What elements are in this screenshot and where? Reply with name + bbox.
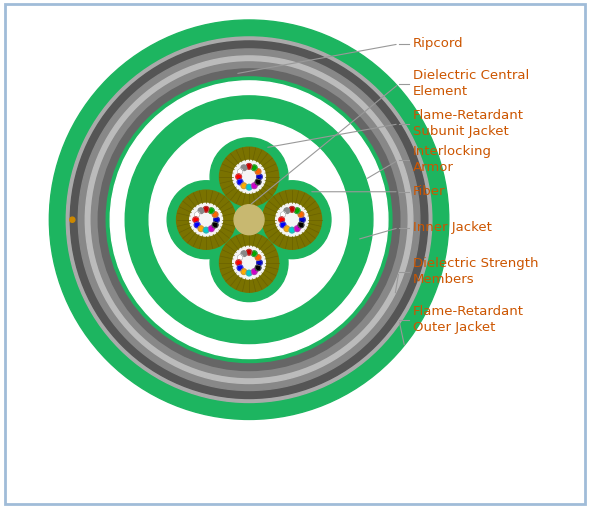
Circle shape: [190, 203, 222, 236]
Circle shape: [294, 226, 300, 232]
Circle shape: [78, 49, 420, 391]
Circle shape: [300, 217, 305, 223]
Circle shape: [257, 260, 262, 266]
Circle shape: [86, 56, 413, 384]
Circle shape: [232, 161, 266, 193]
Circle shape: [234, 205, 264, 235]
Circle shape: [212, 222, 218, 228]
Circle shape: [232, 246, 266, 279]
Circle shape: [167, 181, 245, 259]
Circle shape: [246, 184, 252, 190]
Text: Fiber: Fiber: [413, 185, 445, 198]
Circle shape: [219, 147, 278, 206]
Circle shape: [276, 203, 309, 236]
Circle shape: [208, 226, 214, 232]
Text: Flame-Retardant
Subunit Jacket: Flame-Retardant Subunit Jacket: [413, 109, 524, 138]
Circle shape: [66, 37, 432, 402]
Circle shape: [204, 207, 209, 212]
Circle shape: [50, 20, 449, 420]
Circle shape: [237, 265, 243, 271]
Circle shape: [198, 226, 204, 232]
Text: Interlocking
Armor: Interlocking Armor: [413, 145, 492, 174]
Circle shape: [289, 207, 295, 212]
Circle shape: [210, 138, 288, 216]
Circle shape: [253, 181, 331, 259]
Circle shape: [208, 208, 214, 213]
Circle shape: [251, 165, 257, 171]
Circle shape: [251, 183, 257, 188]
Circle shape: [214, 217, 219, 223]
Circle shape: [280, 212, 286, 217]
Circle shape: [210, 224, 288, 302]
Circle shape: [241, 165, 247, 171]
Text: Cross Section of Part Number: 048TD8-T1380-A3: Cross Section of Part Number: 048TD8-T13…: [39, 464, 551, 483]
Text: Flame-Retardant
Outer Jacket: Flame-Retardant Outer Jacket: [413, 305, 524, 334]
Circle shape: [212, 212, 218, 217]
Circle shape: [236, 174, 241, 179]
Circle shape: [255, 179, 261, 185]
Circle shape: [106, 77, 392, 363]
Circle shape: [194, 212, 200, 217]
Circle shape: [70, 217, 75, 223]
Circle shape: [241, 269, 247, 274]
Circle shape: [279, 217, 284, 223]
Circle shape: [251, 251, 257, 257]
Circle shape: [219, 233, 278, 292]
Circle shape: [289, 227, 295, 233]
Text: Inner Jacket: Inner Jacket: [413, 221, 491, 234]
Circle shape: [236, 260, 241, 266]
Circle shape: [298, 212, 304, 217]
Text: Ripcord: Ripcord: [413, 38, 464, 50]
Circle shape: [298, 222, 304, 228]
Circle shape: [198, 208, 204, 213]
Circle shape: [237, 179, 243, 185]
Circle shape: [110, 81, 388, 359]
Circle shape: [255, 265, 261, 271]
Circle shape: [263, 190, 322, 249]
Circle shape: [149, 120, 349, 320]
Circle shape: [294, 208, 300, 213]
Circle shape: [125, 96, 373, 343]
Circle shape: [255, 169, 261, 174]
Circle shape: [70, 41, 428, 398]
Circle shape: [194, 222, 200, 228]
Circle shape: [91, 62, 407, 377]
Circle shape: [284, 208, 290, 213]
Circle shape: [241, 183, 247, 188]
Circle shape: [237, 255, 243, 260]
Circle shape: [280, 222, 286, 228]
Circle shape: [176, 190, 235, 249]
Circle shape: [255, 255, 261, 260]
Circle shape: [257, 174, 262, 179]
Circle shape: [204, 227, 209, 233]
Circle shape: [241, 251, 247, 257]
Circle shape: [246, 164, 252, 169]
Text: Dielectric Central
Element: Dielectric Central Element: [413, 70, 529, 99]
Circle shape: [284, 226, 290, 232]
Circle shape: [246, 249, 252, 255]
Circle shape: [99, 69, 400, 370]
Circle shape: [193, 217, 198, 223]
Circle shape: [246, 270, 252, 276]
Text: Dielectric Strength
Members: Dielectric Strength Members: [413, 257, 538, 286]
Circle shape: [251, 269, 257, 274]
Circle shape: [237, 169, 243, 174]
